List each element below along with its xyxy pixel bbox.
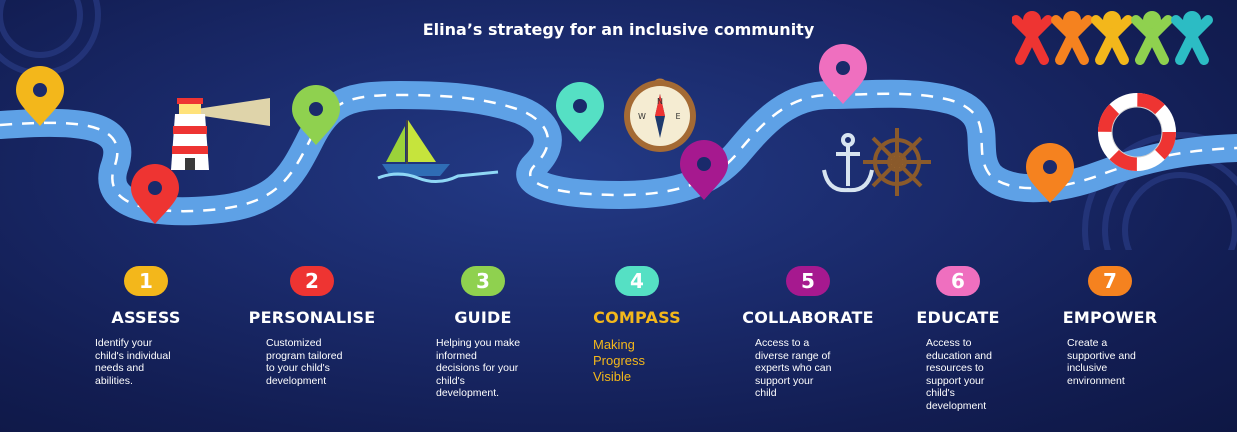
step-title: COLLABORATE	[742, 308, 874, 327]
ships-wheel-icon	[863, 128, 931, 196]
svg-text:E: E	[675, 112, 680, 121]
svg-text:W: W	[638, 112, 646, 121]
step-description: Customized program tailored to your chil…	[266, 337, 343, 387]
step-description: Create a supportive and inclusive enviro…	[1067, 337, 1136, 387]
step-description: Making Progress Visible	[593, 337, 646, 384]
step-1: 1 ASSESS	[71, 266, 221, 327]
step-number-badge: 7	[1088, 266, 1132, 296]
sailboat-icon	[377, 120, 499, 183]
step-7: 7 EMPOWER	[1035, 266, 1185, 327]
map-pin-icon-3	[292, 85, 340, 145]
map-pin-icon-5	[680, 140, 728, 200]
lifebuoy-icon	[1098, 93, 1176, 171]
roadmap-illustration: N W E	[0, 0, 1237, 250]
people-logo-icon	[1012, 11, 1213, 65]
step-title: COMPASS	[593, 308, 681, 327]
step-description: Access to education and resources to sup…	[926, 337, 992, 412]
step-description: Helping you make informed decisions for …	[436, 337, 521, 399]
lighthouse-icon	[171, 98, 270, 170]
step-title: ASSESS	[111, 308, 181, 327]
map-pin-icon-4	[556, 82, 604, 142]
step-6: 6 EDUCATE	[883, 266, 1033, 327]
map-pin-icon-7	[1026, 143, 1074, 203]
step-description: Identify your child's individual needs a…	[95, 337, 171, 387]
svg-text:N: N	[657, 97, 663, 106]
map-pin-icon-1	[16, 66, 64, 126]
map-pin-icon-2	[131, 164, 179, 224]
step-3: 3 GUIDE	[408, 266, 558, 327]
step-5: 5 COLLABORATE	[733, 266, 883, 327]
step-title: EMPOWER	[1062, 308, 1158, 327]
step-description: Access to a diverse range of experts who…	[755, 337, 832, 399]
step-4: 4 COMPASS	[562, 266, 712, 327]
step-number-badge: 2	[290, 266, 334, 296]
step-title: GUIDE	[454, 308, 512, 327]
step-number-badge: 3	[461, 266, 505, 296]
anchor-icon	[822, 133, 874, 193]
step-title: PERSONALISE	[248, 308, 376, 327]
map-pin-icon-6	[819, 44, 867, 104]
page-title: Elina’s strategy for an inclusive commun…	[422, 20, 815, 39]
step-title: EDUCATE	[916, 308, 1000, 327]
step-number-badge: 6	[936, 266, 980, 296]
compass-icon: N W E	[624, 78, 696, 152]
step-number-badge: 1	[124, 266, 168, 296]
step-number-badge: 4	[615, 266, 659, 296]
step-number-badge: 5	[786, 266, 830, 296]
step-2: 2 PERSONALISE	[237, 266, 387, 327]
